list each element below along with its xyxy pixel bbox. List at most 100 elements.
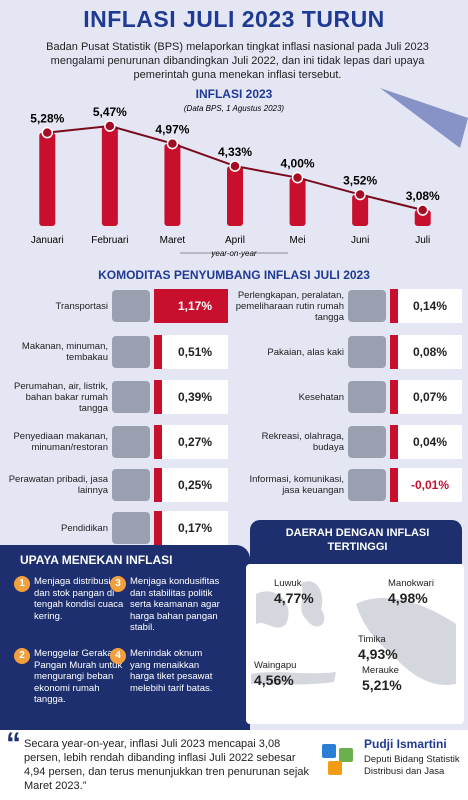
quote-mark: “ [6,727,21,760]
value-label: 3,08% [406,189,440,203]
commodity-icon [112,512,150,544]
point [41,126,54,139]
bar [352,194,369,226]
commodity-value: 0,14% [390,289,462,323]
commodity-label: Informasi, komunikasi, jasa keuangan [249,474,344,496]
commodity-value: 0,07% [390,380,462,414]
value-label: 4,97% [155,123,189,137]
point [166,137,179,150]
x-tick-label: Maret [160,235,186,246]
effort-badge: 2 [14,648,30,664]
speaker-position: Deputi Bidang Statistik Distribusi dan J… [364,754,460,777]
arrow-decoration [380,88,468,148]
effort-badge: 4 [110,648,126,664]
chart-subtitle: (Data BPS, 1 Agustus 2023) [184,104,285,113]
effort-text: Menindak oknum yang menaikkan harga tike… [130,648,213,694]
effort-text: Menjaga kondusifitas dan stabilitas poli… [130,576,220,633]
effort-text: Menjaga distribusi dan stok pangan di te… [34,576,124,622]
value-label: 5,28% [30,112,64,126]
bar [101,126,118,226]
speaker-name: Pudji Ismartini [364,737,447,751]
region-name: Luwuk [274,578,302,589]
x-tick-label: Juli [415,235,430,246]
commodity-icon [112,336,150,368]
inflation-chart: INFLASI 2023 (Data BPS, 1 Agustus 2023) … [30,88,468,258]
commodity-value: 0,39% [154,380,228,414]
commodity-icon [348,469,386,501]
island [356,597,456,685]
value-label: 3,52% [343,174,377,188]
regions-header [250,520,462,564]
map-shapes [251,581,456,685]
region-name: Timika [358,634,386,645]
commodity-label: Perlengkapan, peralatan, pemeliharaan ru… [235,289,344,323]
effort-badge: 1 [14,576,30,592]
commodity-label: Perawatan pribadi, jasa lainnya [8,474,108,496]
commodity-icon [112,381,150,413]
commodity-label: Pendidikan [60,522,108,534]
effort-text: Menggelar Gerakan Pangan Murah untuk men… [34,648,123,705]
commodity-label: Perumahan, air, listrik, bahan bakar rum… [14,380,108,414]
section-title: DAERAH DENGAN INFLASI TERTINGGI [285,527,430,553]
x-axis-label: year-on-year [210,249,257,258]
footer [0,730,468,800]
x-tick-label: Januari [31,235,64,246]
commodity-value: 0,51% [154,335,228,369]
effort-badge: 3 [110,576,126,592]
bar [227,166,243,226]
region-name: Waingapu [254,660,297,671]
point [291,171,304,184]
section-title: UPAYA MENEKAN INFLASI [20,553,173,567]
island [301,581,325,627]
commodity-value: 0,25% [154,468,228,502]
commodity-value: 0,27% [154,425,228,459]
efforts-panel [0,545,250,730]
commodity-icon [348,336,386,368]
commodity-label: Pakaian, alas kaki [267,346,344,358]
region-name: Merauke [362,665,399,676]
commodity-icon [348,426,386,458]
x-tick-label: Februari [91,235,128,246]
point [104,120,116,132]
x-tick-label: Juni [351,235,369,246]
bar [39,132,56,226]
island [251,672,336,685]
page-title: INFLASI JULI 2023 TURUN [83,6,385,32]
point [416,204,429,216]
bar [164,143,181,226]
commodity-value: 1,17% [154,289,228,323]
section-title: KOMODITAS PENYUMBANG INFLASI JULI 2023 [98,268,370,282]
region-value: 5,21% [362,677,402,693]
region-name: Manokwari [388,578,434,589]
region-value: 4,98% [388,590,428,606]
commodity-value: 0,08% [390,335,462,369]
map [246,564,464,724]
bar [289,177,306,226]
commodity-icon [112,426,150,458]
commodity-label: Makanan, minuman, tembakau [21,341,108,363]
commodity-icon [348,381,386,413]
commodity-label: Penyediaan makanan, minuman/restoran [13,431,108,453]
x-tick-label: Mei [290,235,306,246]
island [256,591,289,628]
region-value: 4,56% [254,672,294,688]
point [354,188,366,201]
value-label: 4,00% [281,157,315,171]
commodity-icon [112,469,150,501]
commodity-label: Transportasi [55,300,108,312]
commodity-label: Rekreasi, olahraga, budaya [261,431,344,453]
region-value: 4,77% [274,590,314,606]
region-value: 4,93% [358,646,398,662]
commodity-icon [112,290,150,322]
quote-text: Secara year-on-year, inflasi Juli 2023 m… [24,738,309,792]
intro-text: Badan Pusat Statistik (BPS) melaporkan t… [46,41,429,81]
x-tick-label: April [225,235,245,246]
value-label: 4,33% [218,145,252,159]
commodity-label: Kesehatan [298,391,344,403]
commodity-value: 0,17% [154,511,228,545]
value-label: 5,47% [93,105,127,119]
commodity-value: 0,04% [390,425,462,459]
chart-title: INFLASI 2023 [196,88,273,101]
logo [322,744,353,775]
